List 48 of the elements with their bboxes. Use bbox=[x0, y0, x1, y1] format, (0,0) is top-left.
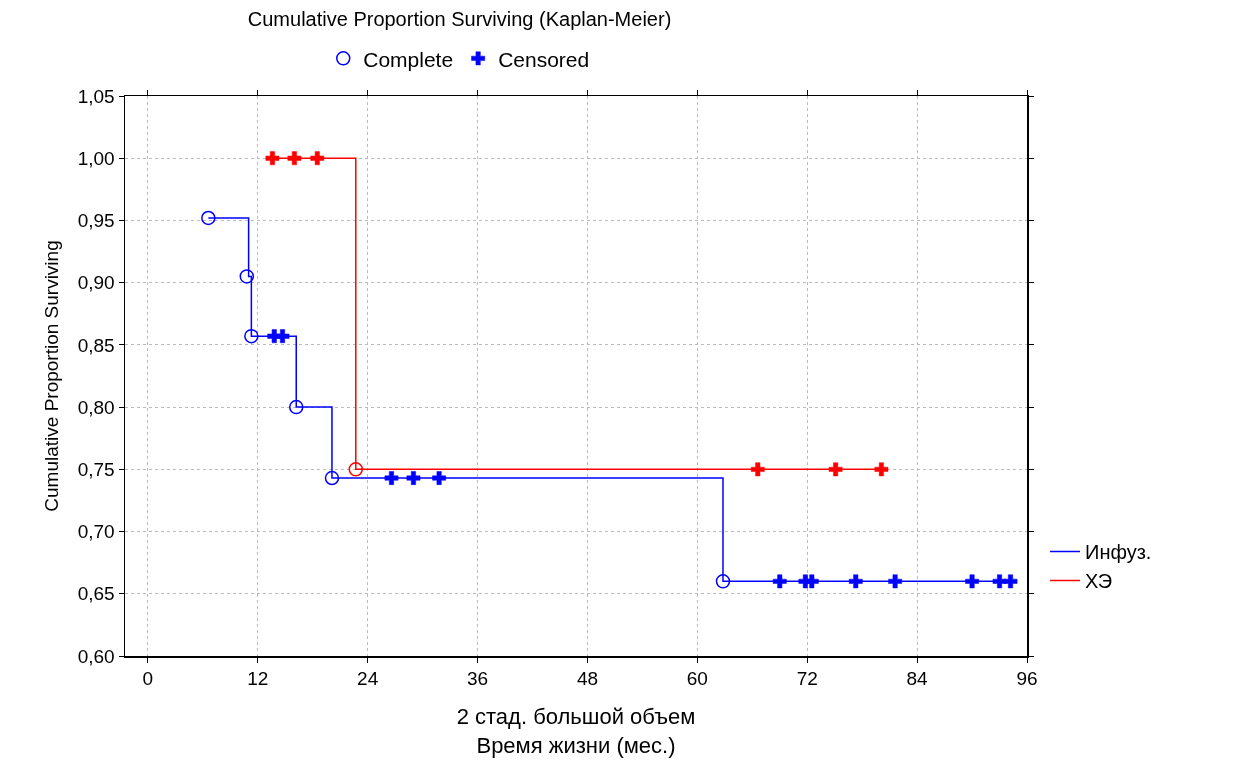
point bbox=[239, 269, 255, 284]
y-tick-label: 0,65 bbox=[77, 583, 115, 605]
point bbox=[874, 462, 889, 477]
legend-label: Censored bbox=[498, 47, 590, 71]
y-tick-label: 0,95 bbox=[77, 210, 115, 232]
x-tick-label: 60 bbox=[686, 668, 708, 690]
y-tick-label: 0,75 bbox=[77, 458, 115, 480]
point bbox=[265, 151, 280, 166]
legend-label: ХЭ bbox=[1085, 570, 1113, 593]
point bbox=[201, 210, 216, 226]
point bbox=[384, 471, 399, 485]
point bbox=[848, 574, 863, 589]
point bbox=[289, 399, 304, 415]
point bbox=[965, 574, 979, 589]
point bbox=[772, 574, 787, 589]
y-axis-title: Cumulative Proportion Surviving bbox=[40, 240, 62, 512]
y-tick-label: 0,60 bbox=[77, 645, 115, 667]
x-tick-label: 0 bbox=[142, 668, 154, 690]
y-tick-label: 1,00 bbox=[77, 147, 115, 169]
point bbox=[287, 151, 302, 166]
point bbox=[715, 574, 731, 589]
point bbox=[1003, 574, 1018, 589]
point bbox=[244, 328, 259, 344]
point bbox=[828, 462, 843, 477]
point bbox=[348, 462, 364, 477]
x-tick-label: 24 bbox=[357, 668, 379, 690]
y-tick-label: 0,70 bbox=[77, 521, 115, 543]
y-tick-label: 0,80 bbox=[77, 396, 115, 418]
chart-title: Cumulative Proportion Surviving (Kaplan-Meier) bbox=[247, 7, 672, 30]
point bbox=[432, 471, 446, 485]
legend-label: Инфуз. bbox=[1085, 541, 1152, 564]
point bbox=[310, 151, 325, 166]
y-tick-label: 0,85 bbox=[77, 334, 115, 356]
legend-label: Complete bbox=[363, 47, 454, 71]
y-tick-label: 1,05 bbox=[77, 85, 115, 107]
point bbox=[888, 574, 902, 589]
x-axis-title: 2 стад. большой объем Время жизни (мес.) bbox=[456, 703, 696, 758]
x-tick-label: 36 bbox=[466, 668, 489, 690]
x-tick-label: 72 bbox=[796, 668, 818, 690]
y-tick-label: 0,90 bbox=[77, 272, 115, 294]
x-tick-label: 12 bbox=[247, 668, 269, 690]
x-tick-label: 96 bbox=[1016, 668, 1038, 690]
point bbox=[406, 471, 421, 485]
point bbox=[324, 470, 340, 486]
point bbox=[275, 329, 290, 344]
x-tick-label: 84 bbox=[906, 668, 929, 690]
point bbox=[750, 462, 765, 477]
x-tick-label: 48 bbox=[576, 668, 599, 690]
